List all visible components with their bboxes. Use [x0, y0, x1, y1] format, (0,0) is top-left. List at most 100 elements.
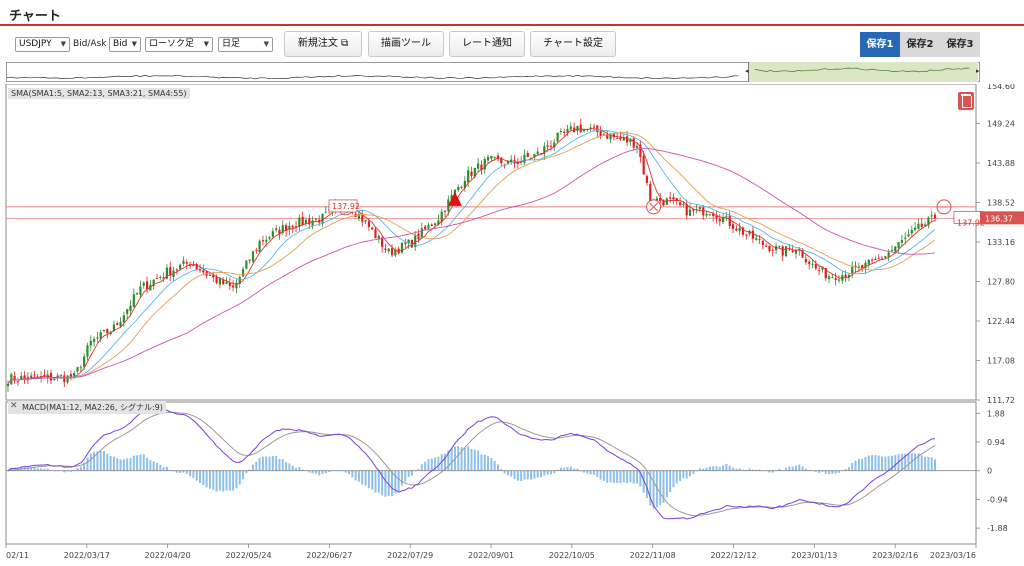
histogram-bar	[755, 469, 758, 471]
navigator-window[interactable]	[748, 62, 978, 82]
candle-body	[275, 228, 278, 231]
histogram-bar	[576, 468, 579, 471]
histogram-bar	[278, 459, 281, 471]
candle-body	[692, 209, 695, 211]
candle-body	[778, 245, 781, 247]
histogram-bar	[559, 467, 562, 471]
histogram-bar	[261, 456, 264, 471]
candle-body	[877, 258, 880, 260]
macd-tick-label: -0.94	[987, 495, 1008, 504]
chart-area[interactable]: 137.92 137.92 154.60 149.24 143.88 138.52 133.…	[0, 82, 1024, 562]
histogram-bar	[265, 456, 268, 471]
histogram-bar	[169, 469, 172, 471]
histogram-bar	[758, 469, 761, 471]
date-tick-label: 2022/06/27	[306, 551, 352, 560]
price-tick-label: 127.80	[987, 278, 1015, 287]
histogram-bar	[884, 456, 887, 471]
candle-body	[20, 376, 23, 381]
rate-alert-button[interactable]: レート通知	[449, 31, 525, 57]
histogram-bar	[116, 458, 119, 471]
histogram-bar	[917, 453, 920, 471]
date-tick-label: 2022/12/12	[710, 551, 756, 560]
candle-body	[136, 293, 139, 295]
candle-body	[228, 282, 231, 286]
histogram-bar	[526, 470, 529, 480]
macd-tick-label: 0.94	[987, 438, 1005, 447]
histogram-bar	[583, 470, 586, 473]
candle-body	[702, 207, 705, 216]
new-order-button[interactable]: 新規注文 ⧉	[284, 31, 362, 57]
candle-body	[99, 332, 102, 339]
price-tick-label: 117.08	[987, 357, 1015, 366]
histogram-bar	[463, 447, 466, 471]
histogram-bar	[122, 459, 125, 471]
timeframe-select[interactable]: 日足 ▼	[218, 37, 273, 52]
histogram-bar	[146, 457, 149, 471]
histogram-bar	[381, 470, 384, 496]
candle-body	[473, 167, 476, 177]
histogram-bar	[804, 468, 807, 471]
candle-body	[268, 237, 271, 239]
candle-body	[271, 231, 274, 237]
candle-body	[526, 152, 529, 157]
histogram-bar	[268, 456, 271, 471]
histogram-bar	[93, 451, 96, 471]
candle-body	[847, 274, 851, 278]
histogram-bar	[490, 458, 493, 471]
candle-body	[884, 256, 887, 258]
candle-body	[400, 242, 404, 253]
histogram-bar	[679, 470, 682, 482]
navigator-left-handle-icon[interactable]: ◂	[745, 67, 749, 75]
histogram-bar	[371, 470, 374, 490]
candle-body	[500, 157, 503, 164]
save3-button[interactable]: 保存3	[940, 32, 980, 57]
histogram-bar	[437, 456, 440, 471]
histogram-bar	[440, 454, 443, 471]
chart-type-select[interactable]: ローソク足 ▼	[145, 37, 213, 52]
close-icon[interactable]: ✕	[10, 401, 18, 411]
drawing-tools-button[interactable]: 描画ツール	[368, 31, 444, 57]
sma4-line	[7, 147, 936, 385]
navigator-window-line	[754, 67, 970, 73]
chart-settings-button[interactable]: チャート設定	[530, 31, 616, 57]
candle-body	[533, 153, 536, 158]
histogram-bar	[669, 470, 672, 493]
candle-body	[731, 224, 735, 229]
candle-body	[632, 138, 635, 148]
macd-legend[interactable]: ✕ MACD(MA1:12, MA2:26, シグナル:9)	[8, 401, 166, 414]
candle-body	[635, 145, 639, 148]
histogram-bar	[659, 470, 662, 506]
candle-body	[463, 180, 466, 189]
chart-svg[interactable]: 137.92 137.92 154.60 149.24 143.88 138.52 133.…	[0, 82, 1024, 562]
histogram-bar	[874, 455, 877, 471]
histogram-bar	[314, 470, 317, 474]
trash-icon[interactable]	[958, 92, 974, 110]
candle-body	[685, 204, 688, 216]
histogram-bar	[427, 459, 430, 471]
date-tick-label: 2022/05/24	[225, 551, 271, 560]
histogram-bar	[692, 470, 695, 475]
histogram-bar	[63, 470, 66, 473]
bidask-select[interactable]: Bid ▼	[109, 37, 141, 52]
candle-body	[738, 227, 741, 232]
histogram-bar	[530, 470, 533, 480]
sma-legend[interactable]: SMA(SMA1:5, SMA2:13, SMA3:21, SMA4:55)	[8, 88, 190, 99]
navigator-right-handle-icon[interactable]: ▸	[976, 67, 980, 75]
histogram-bar	[834, 470, 837, 474]
candle-body	[715, 215, 718, 219]
histogram-bar	[162, 467, 165, 471]
histogram-bar	[450, 448, 453, 471]
save2-button[interactable]: 保存2	[900, 32, 940, 57]
histogram-bar	[189, 470, 192, 477]
chart-navigator[interactable]	[6, 62, 980, 82]
candle-body	[930, 215, 933, 217]
candle-body	[215, 277, 218, 284]
candle-body	[791, 250, 794, 253]
histogram-bar	[589, 470, 592, 475]
candle-body	[844, 274, 847, 278]
pair-select[interactable]: USDJPY ▼	[15, 37, 70, 52]
save1-button[interactable]: 保存1	[860, 32, 900, 57]
histogram-bar	[503, 470, 506, 474]
candle-body	[599, 131, 602, 137]
histogram-bar	[447, 450, 450, 471]
